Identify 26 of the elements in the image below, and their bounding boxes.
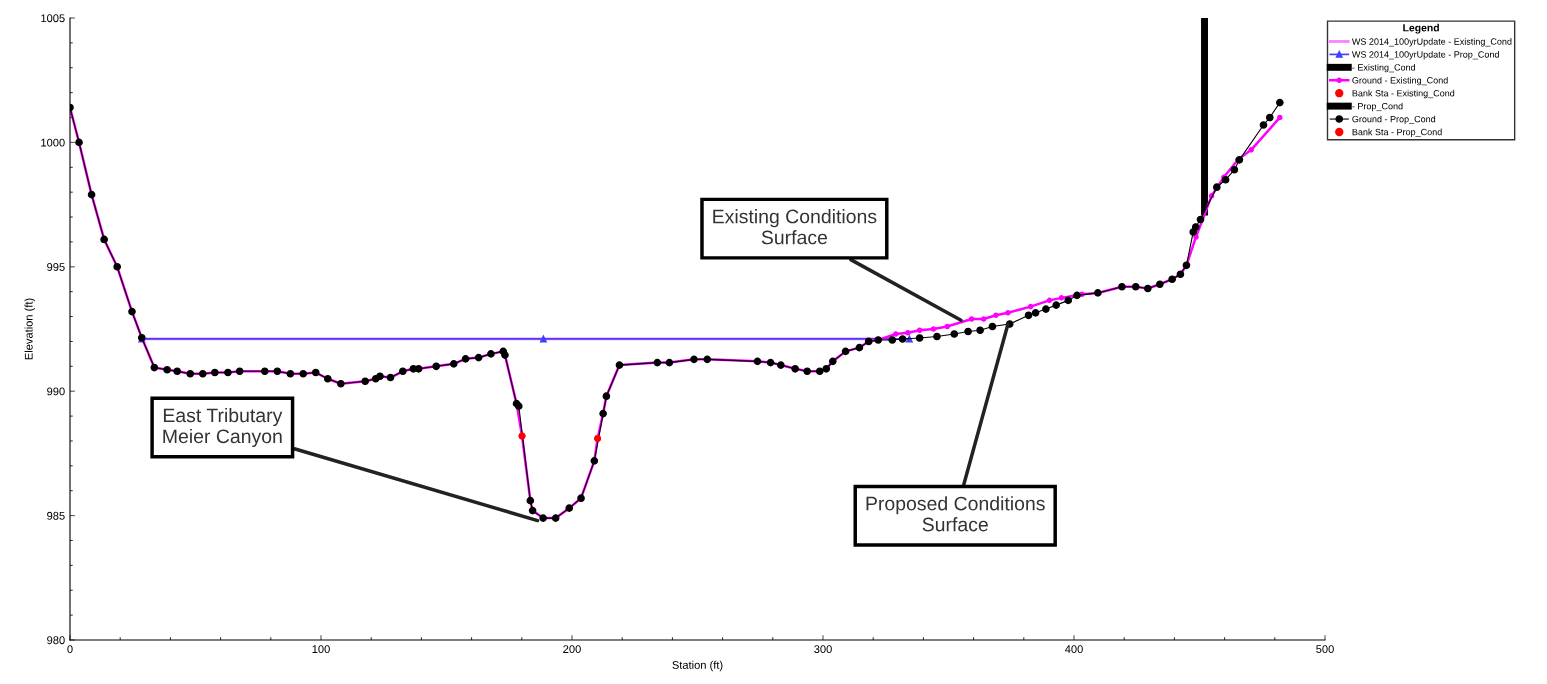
legend-label: - Existing_Cond bbox=[1352, 63, 1416, 73]
y-tick-label: 980 bbox=[47, 636, 65, 645]
annotation: East Tributary Meier Canyon bbox=[163, 407, 283, 448]
legend-label: WS 2014_100yrUpdate - Existing_Cond bbox=[1351, 38, 1512, 47]
y-tick-label: 990 bbox=[47, 387, 65, 396]
y-axis-title: Elevation (ft) bbox=[24, 298, 35, 360]
annotation: Proposed Conditions Surface bbox=[866, 496, 1045, 532]
x-tick-label: 300 bbox=[814, 645, 832, 654]
x-tick-label: 200 bbox=[563, 645, 581, 654]
x-tick-label: 400 bbox=[1064, 645, 1083, 654]
legend-label: WS 2014_100yrUpdate - Prop_Cond bbox=[1351, 51, 1499, 60]
y-tick-label: 1000 bbox=[41, 138, 65, 147]
legend-label: Ground - Existing_Cond bbox=[1352, 76, 1448, 86]
y-tick-label: 995 bbox=[47, 263, 65, 271]
annotation: Existing Conditions Surface bbox=[713, 209, 877, 245]
x-tick-label: 100 bbox=[312, 645, 330, 654]
legend-label: Bank Sta - Existing_Cond bbox=[1352, 89, 1455, 99]
y-tick-label: 1005 bbox=[41, 14, 65, 23]
x-axis-title: Station (ft) bbox=[672, 660, 723, 672]
legend-label: Ground - Prop_Cond bbox=[1352, 115, 1436, 125]
legend-label: - Prop_Cond bbox=[1352, 102, 1403, 112]
y-tick-label: 985 bbox=[47, 511, 65, 520]
x-tick-label: 500 bbox=[1316, 645, 1334, 654]
x-tick-label: 0 bbox=[67, 645, 73, 654]
legend-label: Bank Sta - Prop_Cond bbox=[1352, 128, 1442, 138]
legend-title: Legend bbox=[1403, 23, 1439, 34]
